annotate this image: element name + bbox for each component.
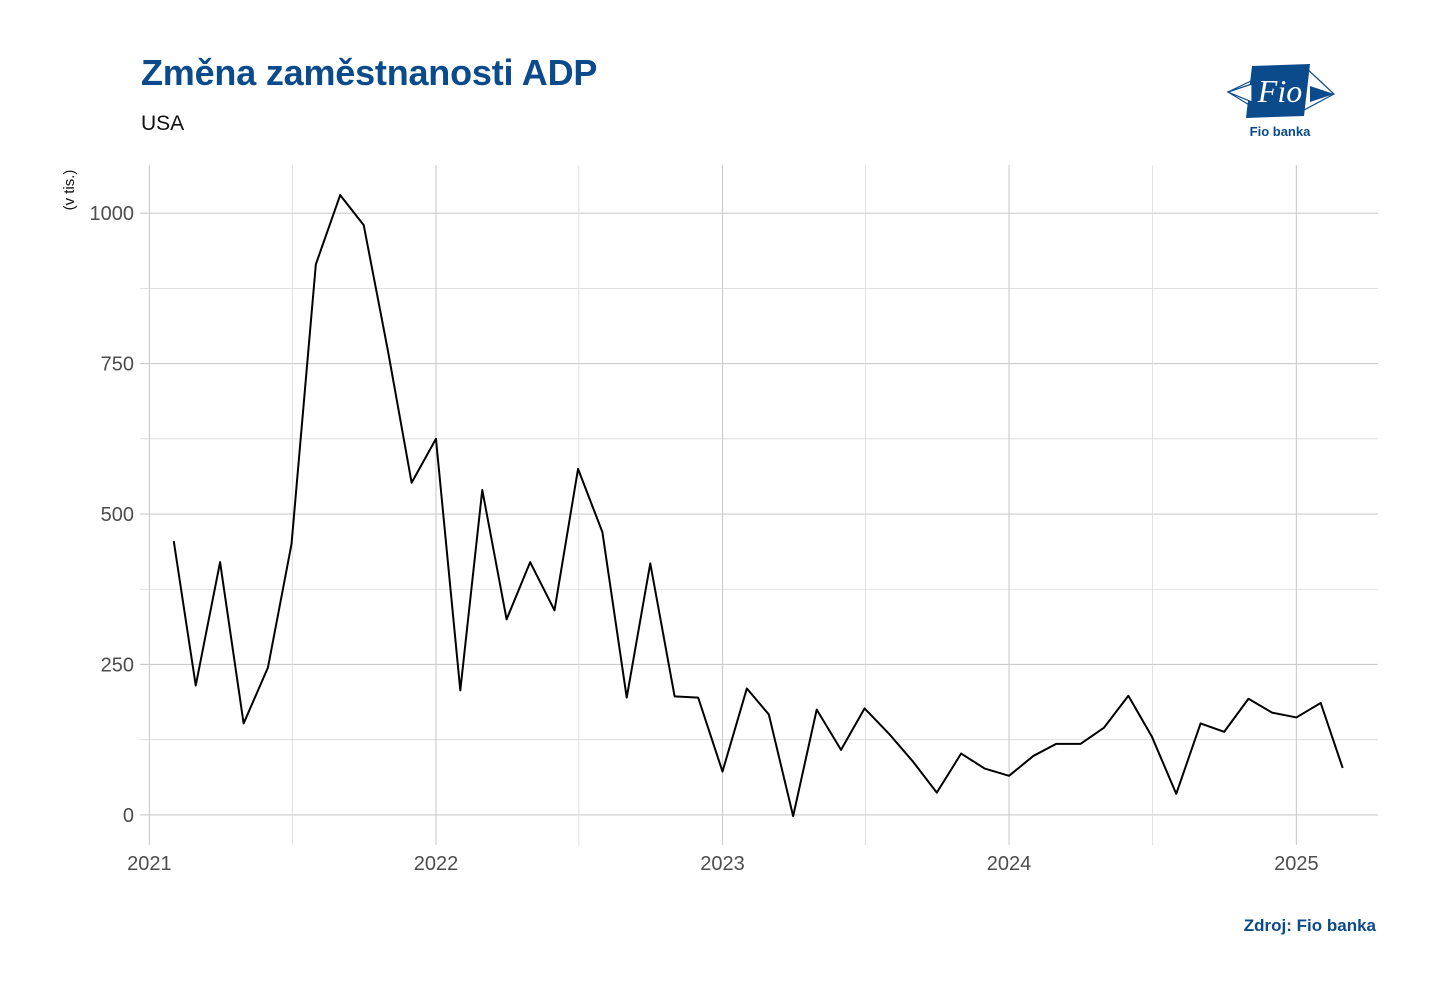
logo-wordmark: Fio	[1257, 73, 1302, 109]
chart-title: Změna zaměstnanosti ADP	[141, 52, 598, 93]
x-tick-label: 2023	[700, 853, 745, 875]
x-tick-label: 2025	[1274, 853, 1319, 875]
y-tick-label: 0	[123, 805, 134, 827]
y-axis-label: (v tis.)	[61, 170, 78, 211]
series-line	[172, 194, 1344, 818]
y-tick-label: 750	[101, 354, 134, 376]
x-tick-label: 2021	[127, 853, 172, 875]
fio-banka-logo: Fio	[1226, 64, 1336, 118]
y-tick-label: 500	[101, 504, 134, 526]
x-tick-label: 2022	[414, 853, 459, 875]
chart-subtitle: USA	[141, 112, 185, 135]
y-tick-label: 250	[101, 654, 134, 676]
x-tick-label: 2024	[987, 853, 1032, 875]
chart-grid	[140, 165, 1378, 845]
source-note: Zdroj: Fio banka	[1243, 916, 1376, 935]
chart-series	[172, 194, 1344, 818]
logo-caption: Fio banka	[1249, 124, 1311, 139]
y-tick-label: 1000	[90, 203, 135, 225]
axis-labels: 0 250 500 750 1000 2021 2022 2023 2024 2025	[90, 203, 1319, 875]
